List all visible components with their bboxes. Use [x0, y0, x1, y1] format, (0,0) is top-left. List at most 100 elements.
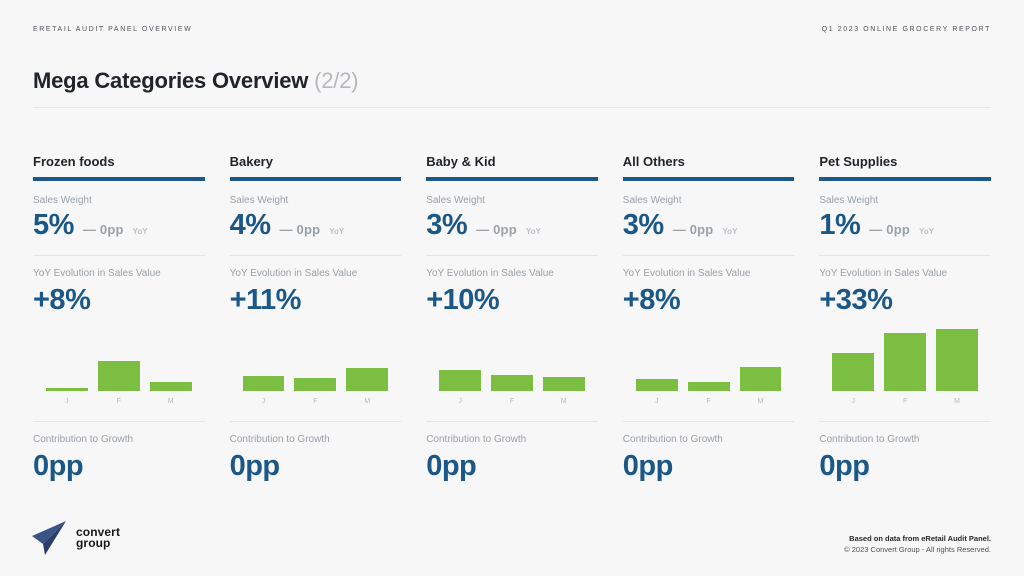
sales-weight-delta: — 0pp	[869, 222, 911, 237]
contribution-value: 0pp	[33, 450, 84, 482]
category-card-bakery: Bakery Sales Weight 4% — 0pp YoY YoY Evo…	[229, 150, 402, 482]
sales-weight-value: 4%	[229, 209, 271, 241]
category-name: Pet Supplies	[819, 154, 898, 169]
category-accent-rule	[33, 177, 205, 181]
sales-weight-delta-suffix: YoY	[722, 227, 738, 236]
section-divider	[33, 421, 205, 422]
bar-january	[635, 379, 678, 391]
month-label: M	[167, 398, 174, 405]
sales-weight-label: Sales Weight	[426, 195, 485, 206]
contribution-label: Contribution to Growth	[229, 434, 330, 445]
bar-february	[491, 375, 533, 391]
bar-cell: F	[884, 327, 927, 406]
bar-cell: J	[832, 327, 875, 406]
yoy-evolution-value: +8%	[33, 284, 91, 316]
month-label: J	[654, 398, 659, 405]
bar-cell: F	[97, 327, 140, 406]
contribution-value: 0pp	[622, 450, 674, 482]
month-label: M	[560, 398, 567, 405]
section-divider	[426, 255, 598, 256]
sales-weight-value: 3%	[426, 209, 468, 241]
sales-weight-delta: — 0pp	[672, 222, 714, 237]
yoy-evolution-label: YoY Evolution in Sales Value	[622, 268, 751, 279]
month-label: J	[65, 398, 69, 405]
report-section-label: ERETAIL AUDIT PANEL OVERVIEW	[33, 26, 193, 33]
sales-weight-delta-suffix: YoY	[329, 227, 345, 236]
sales-weight-delta: — 0pp	[82, 222, 124, 237]
section-divider	[622, 421, 795, 422]
yoy-evolution-value: +11%	[229, 284, 302, 316]
bar-february	[294, 378, 337, 391]
month-label: F	[313, 398, 318, 405]
category-card-frozen-foods: Frozen foods Sales Weight 5% — 0pp YoY Y…	[33, 150, 205, 482]
yoy-evolution-label: YoY Evolution in Sales Value	[426, 268, 554, 279]
sales-weight-row: 1% — 0pp YoY	[819, 209, 991, 241]
bar-cell: F	[687, 327, 730, 406]
yoy-evolution-label: YoY Evolution in Sales Value	[33, 268, 161, 279]
monthly-bar-chart: J F M	[819, 327, 991, 406]
bar-january	[832, 353, 875, 391]
convert-group-logo: convert group	[31, 520, 120, 556]
paper-plane-logo-icon	[32, 521, 66, 555]
category-name: All Others	[622, 154, 685, 169]
sales-weight-row: 5% — 0pp YoY	[33, 209, 205, 241]
sales-weight-label: Sales Weight	[229, 195, 289, 206]
category-card-pet-supplies: Pet Supplies Sales Weight 1% — 0pp YoY Y…	[819, 150, 991, 482]
sales-weight-row: 3% — 0pp YoY	[426, 209, 598, 241]
contribution-label: Contribution to Growth	[426, 434, 527, 445]
bar-cell: M	[149, 327, 192, 406]
month-label: M	[954, 398, 960, 405]
page-title: Mega Categories Overview (2/2)	[33, 68, 359, 94]
bar-march	[149, 382, 192, 391]
page-title-text: Mega Categories Overview	[33, 68, 309, 93]
contribution-value: 0pp	[426, 450, 477, 482]
bar-march	[739, 367, 782, 391]
category-accent-rule	[622, 177, 795, 181]
bar-march	[346, 368, 389, 391]
section-divider	[229, 421, 402, 422]
month-label: J	[458, 398, 462, 405]
yoy-evolution-value: +8%	[622, 284, 681, 316]
bar-cell: J	[46, 327, 88, 406]
bar-cell: J	[439, 327, 482, 406]
bar-february	[884, 333, 927, 391]
category-accent-rule	[229, 177, 402, 181]
title-divider	[33, 107, 991, 108]
bar-february	[687, 382, 730, 391]
month-label: F	[509, 398, 515, 405]
contribution-value: 0pp	[819, 450, 870, 482]
sales-weight-delta: — 0pp	[279, 222, 321, 237]
category-accent-rule	[819, 177, 991, 181]
monthly-bar-chart: J F M	[33, 327, 205, 406]
page-title-pagination: (2/2)	[314, 68, 359, 93]
sales-weight-value: 1%	[819, 209, 861, 241]
bar-cell: M	[346, 327, 389, 406]
monthly-bar-chart: J F M	[426, 327, 598, 406]
category-name: Frozen foods	[33, 154, 115, 169]
logo-word-group: group	[76, 536, 111, 550]
sales-weight-label: Sales Weight	[33, 195, 92, 206]
sales-weight-row: 3% — 0pp YoY	[623, 209, 795, 241]
contribution-label: Contribution to Growth	[33, 434, 134, 445]
yoy-evolution-label: YoY Evolution in Sales Value	[819, 268, 948, 279]
bar-january	[439, 370, 482, 391]
month-label: F	[116, 398, 121, 405]
bar-march	[936, 329, 978, 391]
bar-cell: F	[491, 327, 533, 406]
category-card-baby-kid: Baby & Kid Sales Weight 3% — 0pp YoY YoY…	[426, 150, 598, 482]
month-label: M	[364, 398, 371, 405]
month-label: J	[851, 398, 856, 405]
data-source-note: Based on data from eRetail Audit Panel.	[849, 534, 991, 543]
report-title-label: Q1 2023 ONLINE GROCERY REPORT	[821, 26, 991, 33]
monthly-bar-chart: J F M	[623, 327, 795, 406]
category-name: Bakery	[229, 154, 273, 169]
category-columns: Frozen foods Sales Weight 5% — 0pp YoY Y…	[33, 150, 991, 482]
category-name: Baby & Kid	[426, 154, 496, 169]
bar-cell: J	[635, 327, 678, 406]
yoy-evolution-label: YoY Evolution in Sales Value	[229, 268, 358, 279]
contribution-label: Contribution to Growth	[819, 434, 920, 445]
section-divider	[426, 421, 598, 422]
sales-weight-delta-suffix: YoY	[919, 227, 934, 236]
monthly-bar-chart: J F M	[230, 327, 402, 406]
